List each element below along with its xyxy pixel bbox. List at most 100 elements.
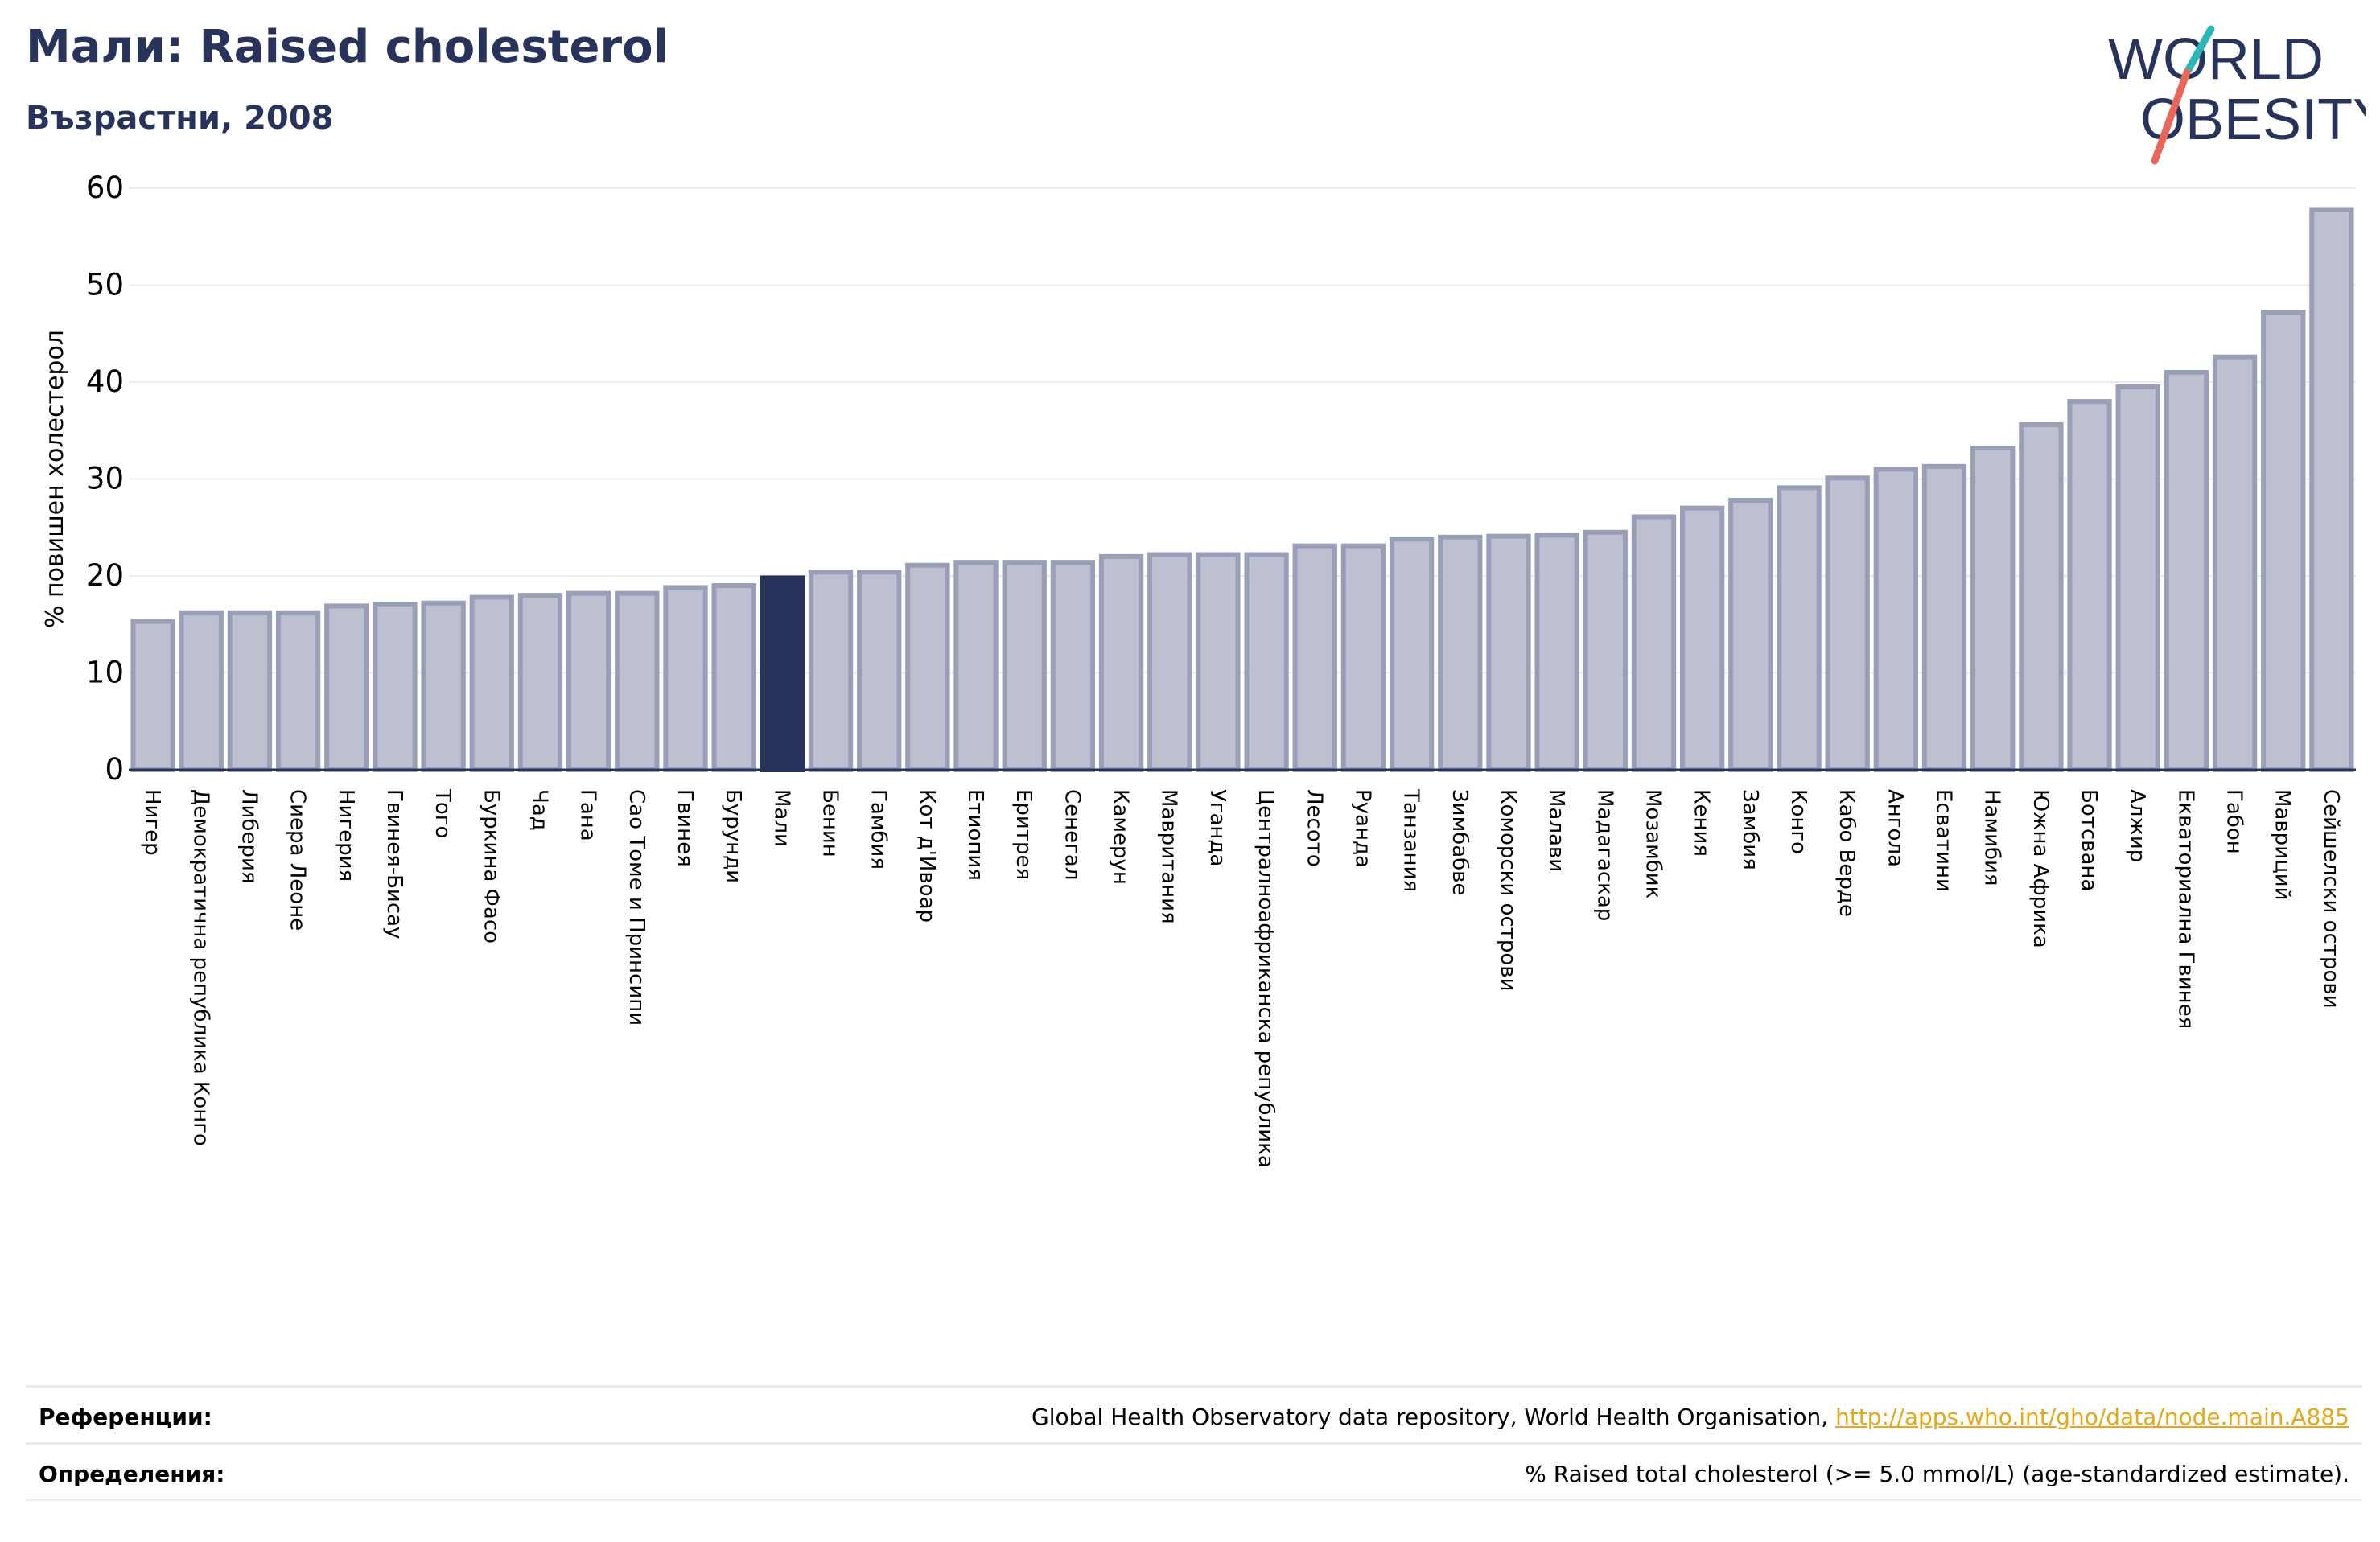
x-tick-label-21: Камерун	[1109, 789, 1133, 885]
x-tick-label-13: Бурунди	[721, 789, 745, 883]
references-value: Global Health Observatory data repositor…	[1031, 1404, 2349, 1430]
references-text: Global Health Observatory data repositor…	[1031, 1404, 1836, 1430]
references-link[interactable]: http://apps.who.int/gho/data/node.main.A…	[1835, 1404, 2349, 1430]
x-tick-label-25: Лесото	[1302, 789, 1326, 867]
bar-10	[566, 590, 611, 772]
logo-text-world: WORLD	[2108, 27, 2324, 92]
x-tick-label-29: Коморски острови	[1496, 789, 1520, 992]
world-obesity-logo: WORLD OBESITY	[2108, 25, 2366, 165]
bar-31	[1583, 529, 1628, 773]
bar-17	[905, 562, 950, 772]
bar-19	[1002, 560, 1047, 772]
bar-4	[275, 610, 321, 772]
bar-20	[1050, 560, 1096, 772]
bar-40	[2019, 422, 2064, 773]
logo-slash-red	[2151, 68, 2191, 165]
bar-3	[227, 610, 273, 772]
x-tick-label-17: Кот д'Ивоар	[915, 789, 939, 923]
x-tick-label-4: Сиера Леоне	[286, 789, 310, 931]
x-tick-label-36: Кабо Верде	[1834, 789, 1859, 917]
y-tick-label-50: 50	[86, 268, 124, 302]
bar-1	[130, 619, 175, 773]
y-tick-label-30: 30	[86, 462, 124, 496]
x-tick-label-45: Мавриций	[2271, 789, 2295, 901]
bar-29	[1486, 533, 1531, 772]
bar-37	[1873, 467, 1919, 772]
bar-42	[2115, 384, 2160, 772]
bar-36	[1825, 475, 1870, 772]
bar-2	[179, 610, 224, 772]
bar-13	[711, 583, 756, 772]
bar-41	[2067, 399, 2112, 772]
x-tick-label-34: Замбия	[1738, 789, 1762, 870]
x-tick-label-6: Гвинея-Бисау	[382, 789, 406, 939]
bar-15	[808, 570, 854, 772]
bar-23	[1196, 552, 1241, 772]
logo-slash-teal	[2183, 25, 2215, 76]
x-tick-label-38: Есватини	[1932, 789, 1956, 892]
y-tick-label-60: 60	[86, 171, 124, 205]
definitions-text: % Raised total cholesterol (>= 5.0 mmol/…	[1525, 1461, 2349, 1487]
references-row: Референции: Global Health Observatory da…	[26, 1385, 2362, 1444]
bar-6	[373, 601, 418, 772]
definitions-label: Определения:	[39, 1461, 225, 1487]
x-tick-label-46: Сейшелски острови	[2319, 789, 2343, 1009]
bar-26	[1340, 543, 1386, 773]
x-tick-label-5: Нигерия	[334, 789, 358, 882]
definitions-row: Определения: % Raised total cholesterol …	[26, 1442, 2362, 1501]
bar-35	[1777, 485, 1822, 772]
bar-24	[1244, 552, 1289, 772]
bar-32	[1631, 514, 1677, 772]
x-tick-label-11: Сао Томе и Принсипи	[624, 789, 649, 1026]
bar-11	[615, 590, 660, 772]
bar-44	[2212, 354, 2258, 773]
x-tick-label-22: Мавритания	[1157, 789, 1181, 924]
y-tick-label-0: 0	[105, 752, 124, 787]
bar-38	[1921, 463, 1967, 773]
x-tick-label-1: Нигер	[140, 789, 164, 856]
bar-22	[1147, 552, 1192, 772]
y-tick-label-40: 40	[86, 364, 124, 399]
references-label: Референции:	[39, 1404, 212, 1430]
bar-25	[1292, 543, 1337, 773]
x-tick-label-3: Либерия	[237, 789, 261, 884]
x-tick-label-8: Буркина Фасо	[479, 789, 503, 944]
bar-14	[760, 575, 805, 772]
bar-7	[421, 600, 466, 772]
x-tick-label-32: Мозамбик	[1641, 789, 1665, 898]
x-tick-label-9: Чад	[527, 789, 551, 831]
x-tick-label-15: Бенин	[818, 789, 842, 857]
x-tick-label-35: Конго	[1786, 789, 1810, 854]
bar-45	[2261, 310, 2306, 772]
bar-18	[953, 560, 999, 772]
x-tick-label-7: Того	[430, 788, 455, 838]
x-tick-label-31: Мадагаскар	[1592, 789, 1616, 921]
x-tick-label-42: Алжир	[2125, 789, 2149, 862]
x-tick-label-27: Танзания	[1399, 788, 1423, 892]
x-tick-label-30: Малави	[1544, 789, 1568, 872]
x-tick-label-39: Намибия	[1980, 789, 2004, 886]
bar-5	[324, 603, 369, 772]
x-tick-label-28: Зимбабве	[1447, 789, 1472, 896]
x-tick-label-10: Гана	[576, 789, 600, 841]
x-tick-label-20: Сенегал	[1060, 789, 1084, 880]
bar-30	[1534, 533, 1579, 772]
bar-8	[469, 594, 514, 773]
bar-27	[1389, 537, 1435, 773]
x-tick-label-19: Еритрея	[1011, 789, 1036, 880]
x-tick-label-14: Мали	[769, 789, 793, 847]
x-tick-label-44: Габон	[2222, 789, 2246, 854]
y-axis-label: % повишен холестерол	[41, 330, 69, 628]
x-tick-label-43: Екваториална Гвинея	[2173, 789, 2197, 1029]
x-tick-label-40: Южна Африка	[2028, 789, 2053, 948]
x-tick-label-18: Етиопия	[963, 789, 987, 881]
bar-chart: 0 10 20 30 40 50 60 % повишен холестерол Нигер Де…	[41, 171, 2356, 1168]
x-tick-label-24: Централноафриканска република	[1254, 789, 1278, 1168]
x-tick-label-12: Гвинея	[673, 789, 697, 867]
y-tick-label-10: 10	[86, 656, 124, 690]
x-tick-label-2: Демократична републикa Конго	[188, 789, 212, 1146]
x-tick-label-37: Ангола	[1883, 789, 1907, 867]
x-tick-label-23: Уганда	[1205, 789, 1229, 866]
x-tick-label-16: Гамбия	[867, 789, 891, 870]
footer-divider	[26, 1499, 2362, 1501]
